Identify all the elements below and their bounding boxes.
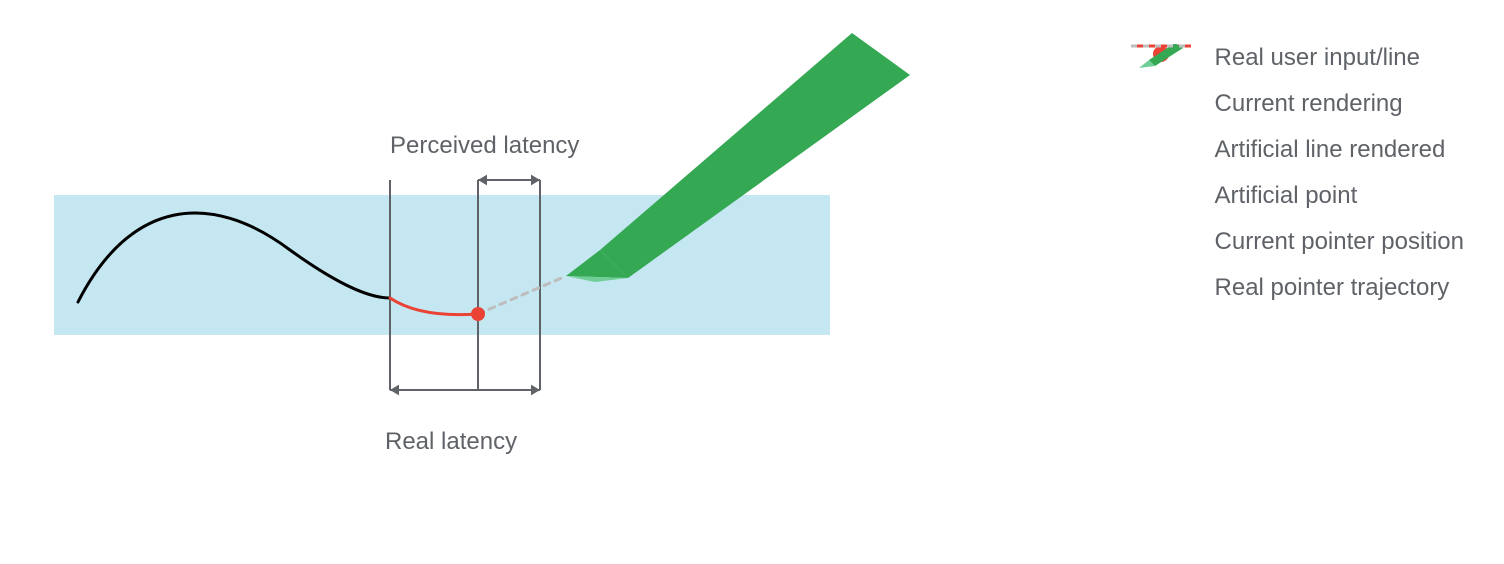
perceived-span-arrow (478, 175, 487, 186)
legend-label: Current rendering (1215, 90, 1403, 118)
label-real-latency: Real latency (385, 428, 517, 457)
legend-row: Real pointer trajectory (1131, 274, 1464, 302)
artificial-point (471, 307, 485, 321)
legend-label: Artificial point (1215, 182, 1358, 210)
legend-icon (1131, 230, 1191, 254)
latency-diagram: Perceived latency Real latency Real user… (0, 0, 1504, 564)
legend-label: Current pointer position (1215, 228, 1464, 256)
legend-icon (1131, 276, 1191, 300)
perceived-span-arrow (531, 175, 540, 186)
legend-label: Real user input/line (1215, 44, 1420, 72)
legend-row: Current rendering (1131, 90, 1464, 118)
legend-label: Real pointer trajectory (1215, 274, 1450, 302)
legend-icon (1131, 138, 1191, 162)
legend-row: Current pointer position (1131, 228, 1464, 256)
legend-row: Artificial line rendered (1131, 136, 1464, 164)
label-perceived-latency: Perceived latency (390, 132, 579, 161)
real-span-arrow (390, 385, 399, 396)
legend: Real user input/line Current rendering Ar… (1131, 44, 1464, 320)
legend-row: Artificial point (1131, 182, 1464, 210)
legend-icon (1131, 184, 1191, 208)
legend-label: Artificial line rendered (1215, 136, 1446, 164)
legend-icon (1131, 92, 1191, 116)
real-span-arrow (531, 385, 540, 396)
